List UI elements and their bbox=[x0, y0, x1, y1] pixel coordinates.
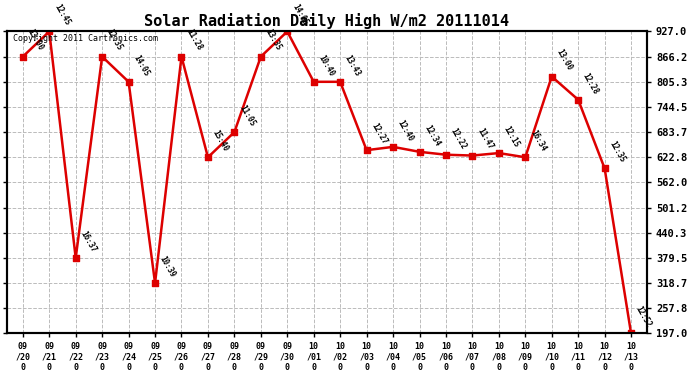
Point bbox=[440, 152, 451, 158]
Text: 10:40: 10:40 bbox=[317, 53, 336, 78]
Text: 14:05: 14:05 bbox=[131, 53, 150, 78]
Point bbox=[308, 79, 319, 85]
Text: 13:43: 13:43 bbox=[343, 53, 362, 78]
Point bbox=[255, 54, 266, 60]
Text: 12:40: 12:40 bbox=[396, 118, 415, 143]
Text: 16:34: 16:34 bbox=[528, 129, 547, 153]
Text: 12:45: 12:45 bbox=[52, 3, 71, 27]
Point bbox=[626, 330, 637, 336]
Text: 11:47: 11:47 bbox=[475, 127, 495, 152]
Text: 12:27: 12:27 bbox=[369, 122, 388, 146]
Point bbox=[229, 129, 240, 135]
Text: 12:35: 12:35 bbox=[105, 28, 124, 53]
Text: 12:28: 12:28 bbox=[581, 71, 600, 96]
Point bbox=[335, 79, 346, 85]
Text: 15:40: 15:40 bbox=[210, 129, 230, 153]
Text: 10:39: 10:39 bbox=[158, 254, 177, 279]
Text: 13:00: 13:00 bbox=[555, 48, 574, 72]
Text: Copyright 2011 Cartronics.com: Copyright 2011 Cartronics.com bbox=[13, 34, 158, 44]
Text: 12:34: 12:34 bbox=[422, 123, 442, 148]
Point bbox=[282, 28, 293, 34]
Point bbox=[361, 147, 372, 153]
Point bbox=[176, 54, 187, 60]
Point bbox=[123, 79, 134, 85]
Point bbox=[546, 74, 558, 80]
Point bbox=[414, 149, 425, 155]
Text: 11:05: 11:05 bbox=[237, 104, 257, 128]
Title: Solar Radiation Daily High W/m2 20111014: Solar Radiation Daily High W/m2 20111014 bbox=[144, 13, 509, 29]
Point bbox=[520, 154, 531, 160]
Point bbox=[202, 154, 213, 160]
Point bbox=[493, 150, 504, 156]
Text: 12:35: 12:35 bbox=[607, 140, 627, 164]
Point bbox=[43, 28, 55, 34]
Text: 13:35: 13:35 bbox=[264, 28, 283, 53]
Point bbox=[17, 54, 28, 60]
Point bbox=[97, 54, 108, 60]
Point bbox=[467, 153, 478, 159]
Text: 12:52: 12:52 bbox=[634, 305, 653, 329]
Text: 12:22: 12:22 bbox=[448, 126, 468, 150]
Text: 14:05: 14:05 bbox=[290, 3, 309, 27]
Text: 13:00: 13:00 bbox=[26, 28, 45, 53]
Point bbox=[573, 97, 584, 103]
Point bbox=[70, 255, 81, 261]
Point bbox=[599, 165, 610, 171]
Point bbox=[150, 280, 161, 286]
Text: 16:37: 16:37 bbox=[79, 229, 98, 254]
Text: 11:28: 11:28 bbox=[184, 28, 204, 53]
Point bbox=[388, 144, 399, 150]
Text: 12:15: 12:15 bbox=[502, 124, 521, 149]
